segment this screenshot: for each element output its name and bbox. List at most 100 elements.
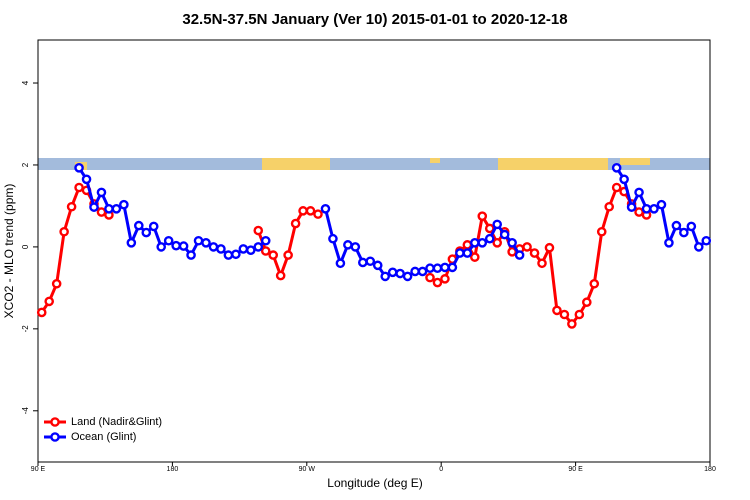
data-point [119,199,129,210]
plot-frame [37,39,711,463]
data-point [238,244,249,254]
data-point [357,257,368,268]
data-point [268,250,279,260]
data-point [320,203,331,214]
data-point [440,262,450,273]
data-point [432,277,443,288]
data-point [171,240,181,251]
data-point [96,207,107,217]
data-point [111,203,122,214]
x-tick-label: 90 W [299,466,316,473]
land-ocean-strip [38,158,710,170]
data-point [410,266,420,277]
x-tick-label: 90 E [31,466,46,473]
ocean-strip [38,158,710,170]
data-point [133,220,144,231]
data-point [126,238,137,248]
data-point [462,248,473,258]
data-point [223,250,234,260]
data-point [313,209,323,219]
data-point [74,182,84,193]
data-point [283,250,293,260]
data-point [343,240,353,250]
data-point [604,201,615,212]
data-point [387,267,398,278]
data-point [671,220,682,231]
data-point [469,252,480,262]
data-point [163,235,174,246]
data-point [425,263,435,274]
data-point [290,218,301,229]
data-point [328,233,338,244]
data-point [372,260,383,271]
data-point [656,199,667,210]
data-point [208,242,219,252]
legend-marker [50,417,60,427]
data-point [634,187,644,198]
x-tick-label: 0 [439,466,443,473]
data-point [51,278,62,289]
data-point [634,207,644,217]
data-point [611,163,622,173]
legend-label: Ocean (Glint) [71,431,136,443]
y-tick-label: -2 [21,325,30,333]
data-point [432,263,443,274]
data-point [589,278,600,289]
data-point [365,256,376,267]
data-point [44,296,55,307]
data-point [499,229,510,240]
data-point [350,242,361,252]
data-point [104,203,114,214]
y-tick-label: 0 [21,244,30,249]
data-point [679,227,689,238]
data-point [253,225,264,236]
data-point [596,226,607,237]
y-axis-label: XCO2 - MLO trend (ppm) [2,184,16,319]
data-point [477,238,488,248]
data-point [537,258,547,269]
data-point [186,250,196,260]
data-point [447,262,458,273]
x-tick-label: 180 [704,466,716,473]
land-strip [498,158,608,170]
data-point [298,206,308,216]
data-point [260,235,271,246]
legend-item: Land (Nadir&Glint) [44,416,162,428]
data-point [81,174,92,185]
data-point [66,201,77,212]
data-point [96,187,107,198]
data-point [455,248,465,258]
x-tick-label: 90 E [568,466,583,473]
data-point [619,174,629,185]
data-point [305,206,316,216]
data-point [477,211,488,221]
data-point [36,307,47,318]
data-point [611,182,622,193]
land-strip [430,158,440,163]
data-point [514,250,525,260]
data-point [552,305,562,316]
data-point [148,221,159,232]
x-axis-label: Longitude (deg E) [327,476,422,490]
data-point [59,226,69,237]
data-point [686,221,697,232]
legend-item: Ocean (Glint) [44,431,136,443]
land-strip [262,158,330,170]
data-point [641,203,652,214]
data-point [216,244,226,254]
data-point [260,246,271,256]
data-point [335,258,346,269]
data-point [664,238,674,248]
data-point [253,242,264,252]
data-point [559,309,570,320]
data-point [193,235,204,246]
data-point [626,202,637,212]
data-point [201,238,211,248]
x-tick-label: 180 [167,466,179,473]
data-point [694,242,704,252]
data-point [574,309,585,320]
data-point [492,219,503,230]
data-point [469,238,480,248]
data-point [567,319,577,329]
